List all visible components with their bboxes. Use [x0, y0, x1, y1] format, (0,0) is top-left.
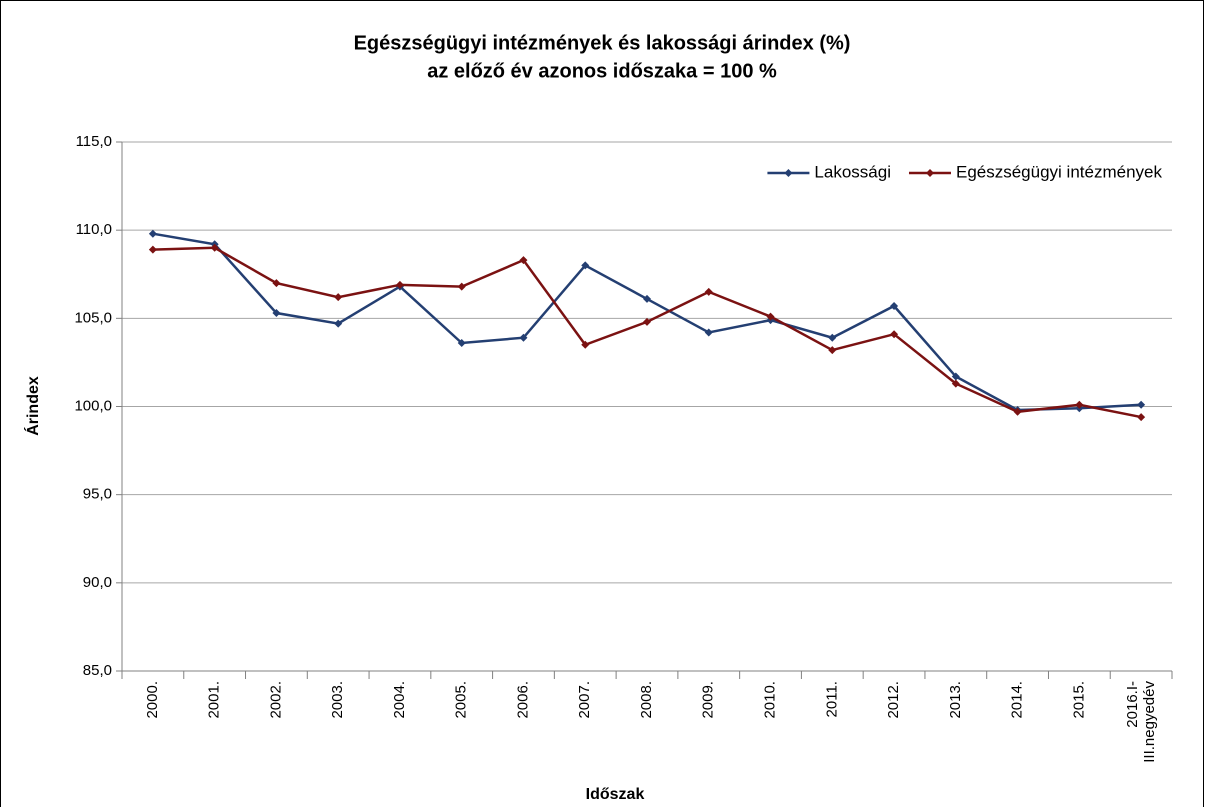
point [643, 317, 651, 326]
point [890, 301, 899, 310]
x-tick-label: 2016.I-III.negyedév [1124, 681, 1158, 763]
point [395, 280, 404, 289]
point [1013, 407, 1022, 416]
y-tick-label: 110,0 [76, 221, 112, 238]
x-tick-label: 2003. [329, 681, 346, 719]
point [704, 287, 713, 296]
point [704, 328, 713, 337]
point [457, 339, 466, 348]
point [890, 330, 899, 339]
x-tick-label: 2004. [391, 681, 408, 719]
x-tick-label: 2011. [823, 681, 840, 717]
x-tick-label: 2007. [576, 681, 593, 719]
point [210, 243, 219, 252]
x-tick-label: 2010. [761, 681, 778, 719]
x-tick-label: 2014. [1009, 681, 1026, 719]
x-axis-label: Időszak [586, 786, 645, 803]
point [828, 346, 837, 355]
x-tick-label: 2006. [514, 681, 531, 719]
point [272, 279, 281, 288]
y-tick-label: 100,0 [74, 397, 112, 414]
point [272, 309, 281, 318]
chart-title: Egészségügyi intézmények és lakossági ár… [354, 32, 851, 54]
legend-label: Egészségügyi intézmények [956, 162, 1163, 181]
point [1137, 413, 1146, 422]
x-tick-label: 2008. [638, 681, 655, 719]
x-tick-label: 2005. [453, 681, 470, 719]
x-tick-label: 2012. [885, 681, 902, 719]
x-tick-label: 2000. [144, 681, 161, 719]
y-axis-label: Árindex [23, 376, 42, 436]
x-tick-label: 2013. [947, 681, 964, 719]
point [828, 333, 837, 342]
point [519, 333, 528, 342]
y-tick-label: 85,0 [83, 662, 112, 679]
point [766, 312, 775, 321]
point [519, 256, 528, 265]
point [334, 319, 343, 328]
point [581, 261, 590, 270]
point [643, 294, 651, 303]
y-tick-label: 115,0 [76, 133, 112, 150]
point [1075, 400, 1084, 409]
point [951, 372, 960, 381]
point [457, 282, 466, 291]
legend-label: Lakossági [814, 162, 891, 181]
x-tick-label-line: III.negyedév [1141, 681, 1158, 763]
x-tick-label-line: 2016.I- [1124, 681, 1141, 728]
y-tick-label: 95,0 [83, 486, 112, 503]
point [148, 245, 157, 254]
x-tick-label: 2015. [1070, 681, 1087, 719]
x-tick-label: 2009. [700, 681, 717, 719]
y-tick-label: 105,0 [74, 309, 112, 326]
legend-marker [925, 169, 934, 177]
legend-marker [784, 169, 793, 177]
chart-subtitle: az előző év azonos időszaka = 100 % [427, 60, 777, 82]
point [581, 340, 590, 349]
x-tick-label: 2002. [267, 681, 284, 719]
point [951, 379, 960, 388]
point [148, 229, 157, 238]
point [334, 293, 343, 302]
x-tick-label: 2001. [206, 681, 223, 719]
y-tick-label: 90,0 [83, 574, 112, 591]
point [1137, 400, 1146, 409]
